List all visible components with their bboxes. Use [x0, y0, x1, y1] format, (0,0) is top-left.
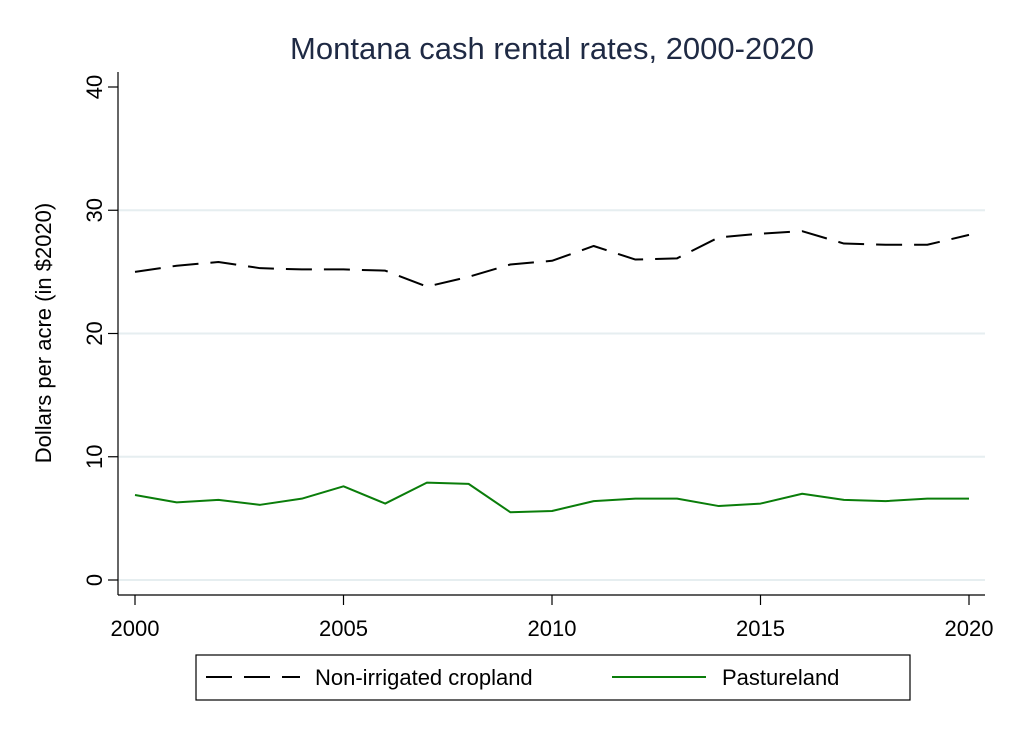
axes: 0 10 20 30 40 2000 2005 2010 2015 2020	[82, 72, 993, 641]
x-tick-label-2005: 2005	[319, 616, 368, 641]
y-tick-label-40: 40	[82, 75, 107, 99]
y-axis-label: Dollars per acre (in $2020)	[31, 203, 56, 463]
grid-lines	[118, 210, 985, 580]
x-tick-label-2020: 2020	[945, 616, 994, 641]
series-line-pastureland	[135, 483, 969, 513]
y-tick-label-10: 10	[82, 445, 107, 469]
series-line-non-irrigated-cropland	[135, 231, 969, 286]
x-tick-label-2000: 2000	[111, 616, 160, 641]
legend-label-non-irrigated-cropland: Non-irrigated cropland	[315, 665, 533, 690]
x-tick-label-2015: 2015	[736, 616, 785, 641]
legend-label-pastureland: Pastureland	[722, 665, 839, 690]
x-tick-label-2010: 2010	[528, 616, 577, 641]
y-tick-label-30: 30	[82, 198, 107, 222]
y-tick-label-20: 20	[82, 321, 107, 345]
chart-title: Montana cash rental rates, 2000-2020	[290, 31, 814, 66]
series-lines	[135, 231, 969, 512]
legend: Non-irrigated cropland Pastureland	[196, 655, 910, 700]
y-tick-label-0: 0	[82, 574, 107, 586]
